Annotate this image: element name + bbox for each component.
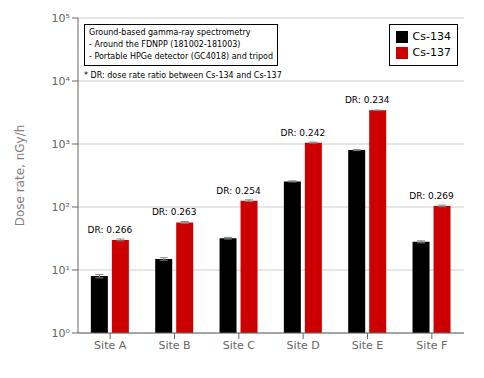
svg-text:Site A: Site A (94, 339, 127, 352)
svg-text:10¹: 10¹ (52, 264, 70, 277)
svg-text:Site F: Site F (416, 339, 447, 352)
svg-text:Site E: Site E (352, 339, 384, 352)
html-text:- Portable HPGe detector (GC40: - Portable HPGe detector (GC4018) and tr… (89, 52, 273, 61)
svg-text:10⁵: 10⁵ (52, 12, 70, 25)
svg-text:Site D: Site D (287, 339, 320, 352)
svg-text:10⁴: 10⁴ (52, 75, 71, 88)
svg-text:10⁰: 10⁰ (52, 327, 71, 340)
svg-text:DR: 0.234: DR: 0.234 (345, 95, 390, 105)
svg-text:10³: 10³ (52, 138, 70, 151)
svg-text:DR: 0.266: DR: 0.266 (88, 225, 133, 235)
svg-text:DR: 0.254: DR: 0.254 (216, 186, 261, 196)
html-text:- Around the FDNPP (181002-181: - Around the FDNPP (181002-181003) (89, 40, 241, 49)
svg-text:Dose rate, nGy/h: Dose rate, nGy/h (13, 125, 27, 227)
svg-text:DR: 0.242: DR: 0.242 (281, 128, 326, 138)
svg-text:10²: 10² (52, 201, 70, 214)
html-text:Cs-134: Cs-134 (412, 30, 451, 43)
html-text:Cs-137: Cs-137 (412, 46, 451, 59)
svg-text:Site B: Site B (158, 339, 190, 352)
svg-text:DR: 0.269: DR: 0.269 (409, 191, 454, 201)
html-text:Ground-based gamma-ray spectro: Ground-based gamma-ray spectrometry (89, 28, 251, 37)
svg-text:DR: 0.263: DR: 0.263 (152, 207, 197, 217)
svg-text:Site C: Site C (223, 339, 256, 352)
html-text:* DR: dose rate ratio between: * DR: dose rate ratio between Cs-134 and… (84, 71, 282, 80)
